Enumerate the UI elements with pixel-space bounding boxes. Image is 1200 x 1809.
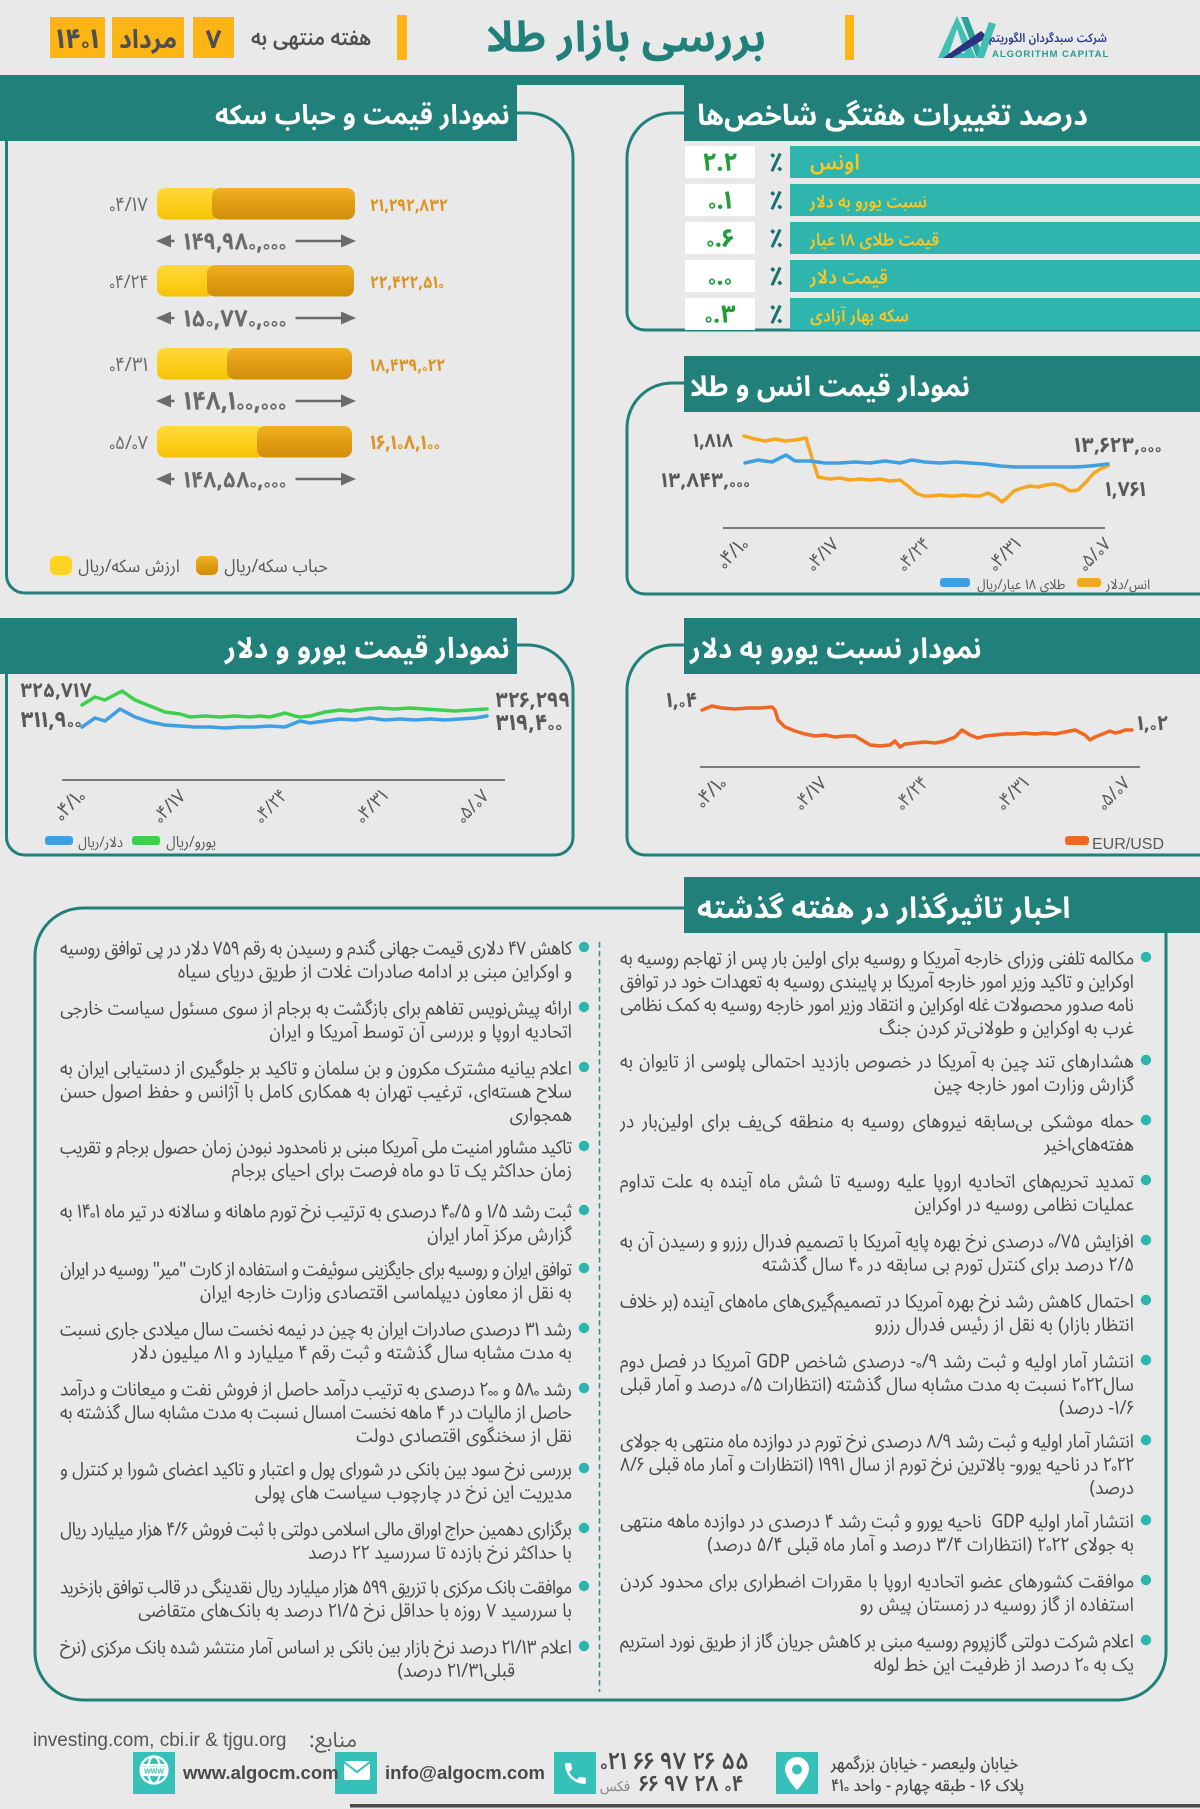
svg-text:WWW: WWW [144, 1769, 164, 1776]
